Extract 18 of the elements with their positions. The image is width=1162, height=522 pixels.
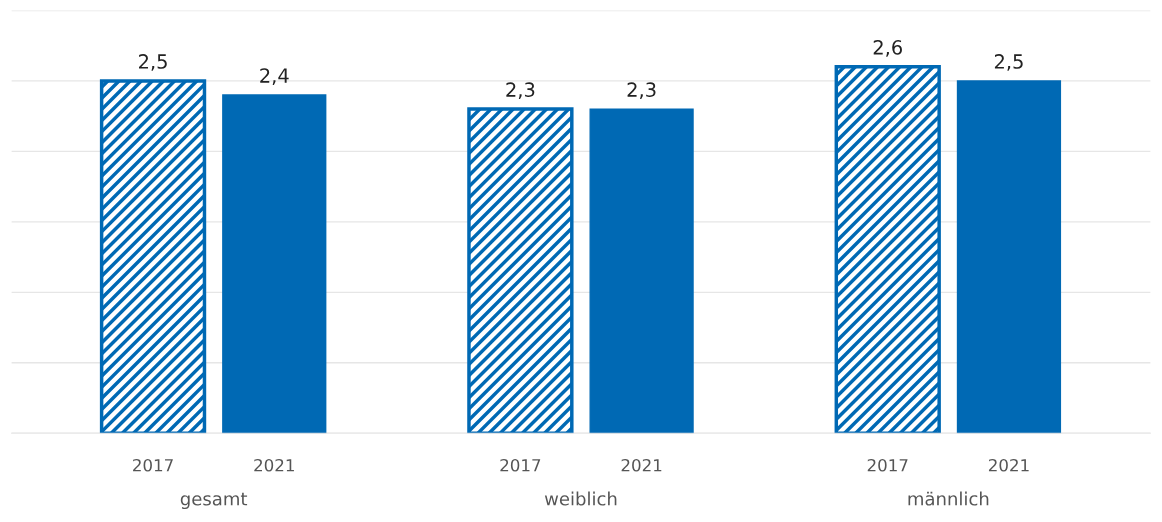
data-label: 2,6 [873, 40, 902, 57]
data-label: 2,4 [260, 68, 289, 85]
x-tick-label: gesamt [180, 492, 248, 510]
text: 2017 [500, 458, 541, 472]
text: 2021 [988, 458, 1029, 472]
series-label: 2021 [254, 458, 294, 472]
bar [589, 108, 694, 434]
data-label: 2,3 [506, 82, 535, 99]
data-label: 2,5 [139, 54, 167, 71]
bar [956, 80, 1062, 434]
text: 2021 [621, 458, 662, 472]
x-tick-label: männlich [908, 491, 989, 506]
x-tick-label: weiblich [544, 491, 617, 506]
data-label: 2,5 [994, 54, 1023, 71]
bar [222, 94, 327, 434]
data-label: 2,3 [627, 82, 656, 99]
series-label: 2017 [133, 458, 173, 472]
text: 2017 [867, 458, 908, 472]
